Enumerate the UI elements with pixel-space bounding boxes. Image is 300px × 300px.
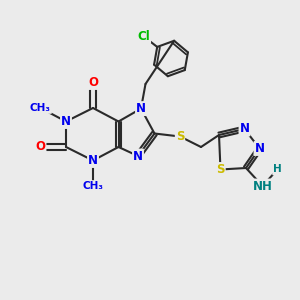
Text: S: S: [176, 130, 184, 143]
Text: O: O: [35, 140, 46, 154]
Text: N: N: [239, 122, 250, 136]
Text: CH₃: CH₃: [30, 103, 51, 113]
Text: O: O: [88, 76, 98, 89]
Text: N: N: [61, 115, 71, 128]
Text: Cl: Cl: [137, 30, 150, 43]
Text: S: S: [216, 163, 225, 176]
Text: NH: NH: [253, 179, 272, 193]
Text: N: N: [254, 142, 265, 155]
Text: CH₃: CH₃: [82, 181, 103, 191]
Text: N: N: [88, 154, 98, 167]
Text: N: N: [136, 102, 146, 115]
Text: N: N: [133, 149, 143, 163]
Text: H: H: [273, 164, 282, 175]
